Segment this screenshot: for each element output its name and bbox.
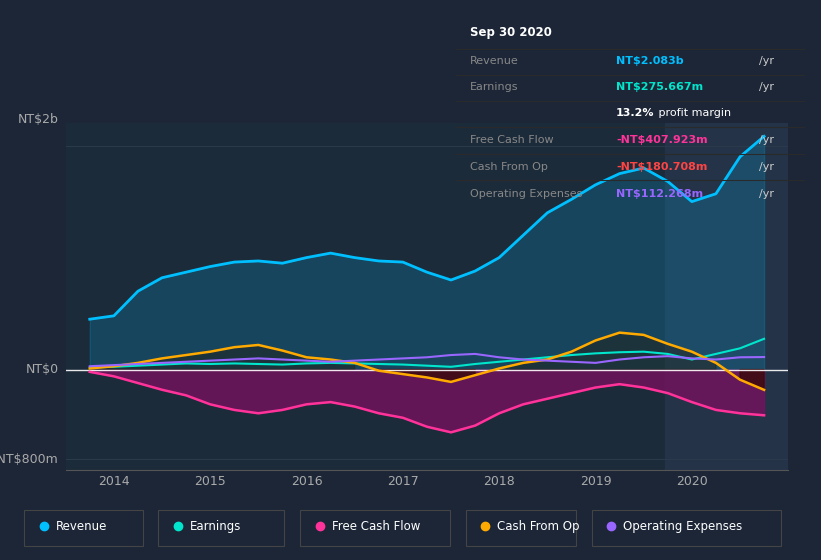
Text: Revenue: Revenue xyxy=(470,57,518,66)
Text: Earnings: Earnings xyxy=(470,82,518,92)
Text: -NT$407.923m: -NT$407.923m xyxy=(616,135,708,145)
Text: NT$2.083b: NT$2.083b xyxy=(616,57,684,66)
Text: -NT$800m: -NT$800m xyxy=(0,452,58,466)
Text: /yr: /yr xyxy=(759,82,774,92)
Text: NT$275.667m: NT$275.667m xyxy=(616,82,704,92)
Text: /yr: /yr xyxy=(759,189,774,199)
Text: 13.2%: 13.2% xyxy=(616,108,654,118)
Text: profit margin: profit margin xyxy=(654,108,731,118)
Text: Cash From Op: Cash From Op xyxy=(498,520,580,533)
Text: Operating Expenses: Operating Expenses xyxy=(470,189,582,199)
Text: Operating Expenses: Operating Expenses xyxy=(623,520,742,533)
Text: Free Cash Flow: Free Cash Flow xyxy=(332,520,420,533)
Text: Earnings: Earnings xyxy=(190,520,241,533)
Text: NT$0: NT$0 xyxy=(25,363,58,376)
Text: Revenue: Revenue xyxy=(56,520,108,533)
Text: /yr: /yr xyxy=(759,57,774,66)
Text: /yr: /yr xyxy=(759,135,774,145)
Text: Free Cash Flow: Free Cash Flow xyxy=(470,135,553,145)
Text: NT$112.268m: NT$112.268m xyxy=(616,189,704,199)
Text: /yr: /yr xyxy=(759,162,774,172)
Text: Sep 30 2020: Sep 30 2020 xyxy=(470,26,552,39)
Text: NT$2b: NT$2b xyxy=(17,113,58,126)
Text: -NT$180.708m: -NT$180.708m xyxy=(616,162,708,172)
Text: Cash From Op: Cash From Op xyxy=(470,162,548,172)
Bar xyxy=(665,123,788,470)
